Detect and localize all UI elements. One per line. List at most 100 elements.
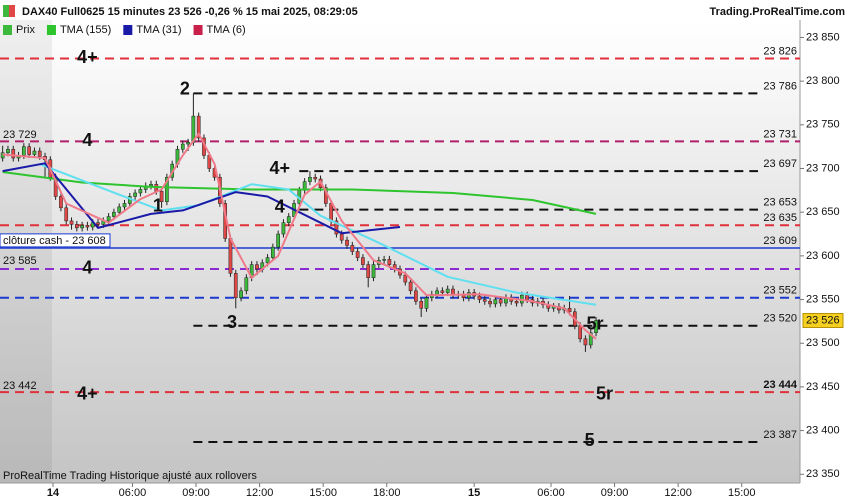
level-label: 23 731 <box>763 128 797 140</box>
wave-label: 4 <box>82 258 92 278</box>
candle-body <box>493 299 498 305</box>
candle-body <box>308 176 312 182</box>
candle-body <box>159 190 164 202</box>
legend-label: TMA (6) <box>207 24 246 36</box>
level-label: 23 520 <box>763 313 797 325</box>
candle-body <box>37 150 42 157</box>
candle-body <box>112 211 116 217</box>
candle-body <box>578 325 582 340</box>
candle-body <box>228 238 233 274</box>
candle-body <box>350 245 355 252</box>
legend-swatch <box>46 25 56 35</box>
chart-title: DAX40 Full0625 15 minutes 23 526 -0,26 %… <box>22 6 358 18</box>
candle-body <box>149 183 153 187</box>
candle-body <box>403 274 408 283</box>
legend-label: TMA (155) <box>60 24 111 36</box>
x-tick-label: 06:00 <box>537 487 565 499</box>
candle-body <box>440 290 445 293</box>
candle-body <box>186 142 190 145</box>
wave-label: 4+ <box>77 384 98 404</box>
ma-line <box>2 162 401 235</box>
plot-background <box>0 20 800 483</box>
left-label-box <box>0 233 111 248</box>
candle-body <box>271 246 275 258</box>
candle-body <box>525 294 529 300</box>
level-label: 23 786 <box>763 80 797 92</box>
candle-body <box>180 143 185 150</box>
candle-body <box>233 273 238 299</box>
source: Trading.ProRealTime.com <box>709 6 845 18</box>
candle-body <box>339 233 344 241</box>
candle-body <box>133 192 137 197</box>
candle-body <box>59 196 63 209</box>
wave-label: 5 <box>585 430 595 450</box>
candle-body <box>435 290 439 295</box>
candle-body <box>138 189 143 194</box>
legend-label: TMA (31) <box>136 24 181 36</box>
y-tick-label: 23 500 <box>806 337 840 349</box>
candle-body <box>498 299 503 304</box>
candle-body <box>355 251 360 258</box>
candle-body <box>165 176 169 202</box>
candle-body <box>482 299 487 302</box>
legend-swatch <box>193 25 203 35</box>
candle-body <box>408 281 413 292</box>
footer: ProRealTime Trading Historique ajusté au… <box>3 470 257 482</box>
ma-line <box>2 132 597 340</box>
candle-body <box>382 259 386 261</box>
level-label: 23 826 <box>763 45 797 57</box>
left-label: 23 729 <box>3 129 37 141</box>
candle-body <box>122 203 127 208</box>
candle-body <box>424 297 429 309</box>
wave-label: 5r <box>586 314 603 334</box>
candle-body <box>286 216 291 223</box>
candle-body <box>255 264 259 270</box>
wave-label: 3 <box>227 312 237 332</box>
candle-body <box>445 288 450 293</box>
last-price-label: 23 526 <box>806 314 840 326</box>
y-tick-label: 23 350 <box>806 468 840 480</box>
candle-body <box>361 257 365 265</box>
level-label: 23 653 <box>763 196 797 208</box>
candle-body <box>244 277 249 292</box>
ma-line <box>39 163 597 306</box>
wave-label: 4 <box>82 130 92 150</box>
candle-body <box>366 264 371 278</box>
candle-body <box>281 222 286 235</box>
wave-label: 2 <box>180 79 190 99</box>
candle-body <box>32 150 37 155</box>
title-icon <box>9 5 15 17</box>
candle-body <box>64 207 69 222</box>
y-tick-label: 23 650 <box>806 206 840 218</box>
candle-body <box>313 176 318 180</box>
y-tick-label: 23 450 <box>806 381 840 393</box>
x-tick-label: 15:00 <box>309 487 337 499</box>
wave-label: 4 <box>275 197 285 217</box>
candle-body <box>74 224 79 229</box>
wave-label: 1 <box>153 196 163 216</box>
candle-body <box>265 257 270 264</box>
candle-body <box>514 301 519 304</box>
candle-body <box>117 206 122 213</box>
candle-body <box>80 225 84 229</box>
x-tick-label: 09:00 <box>601 487 629 499</box>
candle-body <box>11 149 16 159</box>
x-tick-label: 15:00 <box>728 487 756 499</box>
y-tick-label: 23 550 <box>806 293 840 305</box>
level-label: 23 635 <box>763 212 797 224</box>
previous-session-shade <box>0 20 52 483</box>
legend-swatch <box>123 25 133 35</box>
left-label: clôture cash - 23 608 <box>3 235 106 247</box>
x-tick-label: 18:00 <box>373 487 401 499</box>
candle-body <box>371 264 376 278</box>
candle-body <box>85 225 90 228</box>
last-price-box <box>802 313 844 329</box>
left-label: 23 442 <box>3 380 37 392</box>
candle-body <box>96 222 100 225</box>
candle-body <box>239 290 243 299</box>
candle-body <box>414 290 418 302</box>
x-tick-label: 12:00 <box>246 487 274 499</box>
candle-body <box>477 295 482 300</box>
candle-body <box>196 115 201 139</box>
